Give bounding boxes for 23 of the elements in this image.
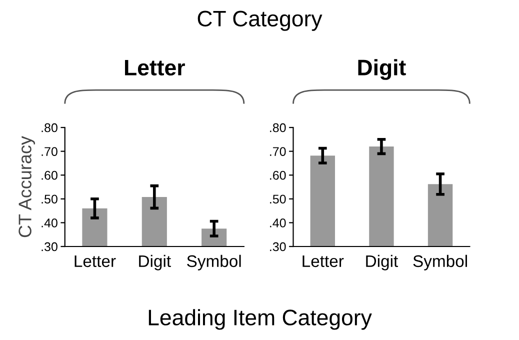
y-tick-label: .50 <box>42 194 58 204</box>
x-tick-label: Letter <box>74 255 116 268</box>
y-tick-label: .70 <box>270 147 286 156</box>
y-tick-label: .40 <box>42 218 58 228</box>
y-tick-label: .30 <box>270 242 286 252</box>
x-tick-label: Letter <box>302 255 344 268</box>
y-tick-label: .40 <box>270 218 286 228</box>
x-tick-label: Digit <box>366 254 398 270</box>
text: Leading Item Category <box>148 309 372 330</box>
y-tick-label: .60 <box>42 170 58 180</box>
y-tick-label: .60 <box>270 170 286 180</box>
y-tick-label: .70 <box>42 147 58 156</box>
y-tick-label: .80 <box>42 123 58 132</box>
y-tick-label: .80 <box>270 123 286 132</box>
chart-title: Digit <box>358 59 406 80</box>
x-tick-label: Digit <box>139 254 171 270</box>
y-tick-label: .50 <box>270 194 286 204</box>
y-tick-label: .30 <box>42 242 58 252</box>
chart-title: Letter <box>125 60 185 76</box>
x-tick-label: Symbol <box>413 254 467 270</box>
y-axis-title: CT Accuracy <box>18 136 35 238</box>
text: CT Category <box>198 10 322 31</box>
x-tick-label: Symbol <box>187 254 241 270</box>
